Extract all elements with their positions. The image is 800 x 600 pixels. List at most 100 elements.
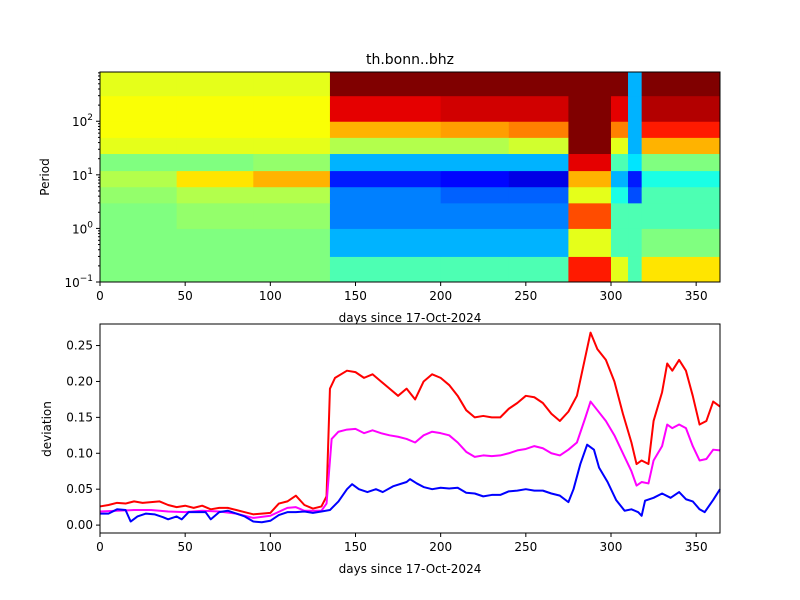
heatmap-cell — [610, 153, 629, 172]
heatmap-cell — [508, 95, 569, 122]
x-tick-label: 350 — [685, 289, 708, 303]
series-line-0 — [99, 331, 721, 516]
heatmap-cell — [610, 256, 629, 283]
heatmap-cell — [253, 95, 331, 122]
heatmap-cell — [440, 170, 510, 188]
heatmap-cell — [100, 153, 178, 172]
heatmap-cell — [568, 121, 612, 138]
heatmap-cell — [329, 186, 442, 204]
heatmap-cell — [508, 256, 569, 283]
heatmap-cells — [100, 72, 721, 283]
heatmap-cell — [508, 137, 569, 155]
heatmap-cell — [440, 137, 510, 155]
heatmap-cell — [253, 256, 331, 283]
heatmap-cell — [568, 95, 612, 122]
heatmap-cell — [568, 170, 612, 188]
heatmap-x-ticks: 0 50 100 150 200 250 300 350 — [96, 282, 708, 303]
heatmap-cell — [641, 137, 721, 155]
x-tick-label: 50 — [178, 540, 193, 554]
line-series — [99, 331, 721, 524]
heatmap-cell — [641, 153, 721, 172]
heatmap-cell — [568, 256, 612, 283]
x-tick-label: 350 — [685, 540, 708, 554]
y-tick-label: 0.15 — [66, 410, 93, 424]
heatmap-cell — [176, 137, 254, 155]
heatmap-cell — [508, 170, 569, 188]
heatmap-cell — [329, 137, 442, 155]
heatmap-cell — [253, 186, 331, 204]
heatmap-cell — [329, 228, 442, 257]
heatmap-cell — [329, 256, 442, 283]
line-x-ticks: 0 50 100 150 200 250 300 350 — [96, 533, 708, 554]
line-y-label: deviation — [40, 401, 54, 457]
heatmap-cell — [568, 137, 612, 155]
heatmap-cell — [100, 121, 178, 138]
heatmap-cell — [440, 95, 510, 122]
x-tick-label: 50 — [178, 289, 193, 303]
heatmap-cell — [610, 72, 629, 97]
heatmap-cell — [176, 153, 254, 172]
heatmap-x-label: days since 17-Oct-2024 — [339, 311, 482, 325]
heatmap-cell — [628, 72, 643, 97]
line-x-label: days since 17-Oct-2024 — [339, 562, 482, 576]
x-tick-label: 100 — [259, 540, 282, 554]
heatmap-cell — [100, 186, 178, 204]
y-tick-label: 0.10 — [66, 446, 93, 460]
heatmap-cell — [253, 121, 331, 138]
line-plot-frame — [99, 323, 721, 534]
heatmap-cell — [176, 170, 254, 188]
heatmap-cell — [176, 95, 254, 122]
heatmap-cell — [100, 228, 178, 257]
heatmap-cell — [641, 186, 721, 204]
heatmap-cell — [100, 256, 178, 283]
heatmap-cell — [329, 121, 442, 138]
heatmap-cell — [508, 121, 569, 138]
heatmap-cell — [100, 202, 178, 229]
heatmap-cell — [628, 256, 643, 283]
x-tick-label: 250 — [514, 289, 537, 303]
heatmap-cell — [641, 72, 721, 97]
heatmap-cell — [329, 95, 442, 122]
heatmap-cell — [508, 202, 569, 229]
y-tick-label: 0.05 — [66, 482, 93, 496]
x-tick-label: 150 — [344, 289, 367, 303]
heatmap-cell — [641, 202, 721, 229]
heatmap-cell — [440, 256, 510, 283]
x-tick-label: 200 — [429, 289, 452, 303]
y-tick-label: 102 — [72, 113, 93, 129]
heatmap-cell — [610, 202, 629, 229]
heatmap-cell — [568, 202, 612, 229]
heatmap-cell — [508, 153, 569, 172]
y-tick-label: 0.00 — [66, 518, 93, 532]
heatmap-y-ticks: 10−1 100 101 102 — [64, 72, 100, 290]
heatmap-cell — [628, 170, 643, 188]
heatmap-cell — [176, 228, 254, 257]
heatmap-cell — [253, 228, 331, 257]
x-tick-label: 250 — [514, 540, 537, 554]
heatmap-cell — [100, 170, 178, 188]
heatmap-cell — [176, 186, 254, 204]
heatmap-y-label: Period — [38, 158, 52, 195]
heatmap-cell — [628, 121, 643, 138]
heatmap-cell — [329, 153, 442, 172]
heatmap-cell — [100, 137, 178, 155]
heatmap-cell — [508, 72, 569, 97]
x-tick-label: 150 — [344, 540, 367, 554]
heatmap-cell — [568, 186, 612, 204]
heatmap-cell — [440, 228, 510, 257]
heatmap-cell — [176, 121, 254, 138]
heatmap-cell — [329, 202, 442, 229]
x-tick-label: 300 — [600, 540, 623, 554]
x-tick-label: 0 — [96, 289, 104, 303]
heatmap-cell — [628, 95, 643, 122]
heatmap-cell — [610, 137, 629, 155]
heatmap-cell — [100, 95, 178, 122]
series-line-2 — [100, 443, 721, 524]
heatmap-cell — [610, 170, 629, 188]
heatmap-cell — [641, 170, 721, 188]
y-tick-label: 100 — [72, 220, 93, 236]
heatmap-cell — [176, 256, 254, 283]
y-tick-label: 101 — [72, 167, 93, 183]
heatmap-cell — [628, 153, 643, 172]
